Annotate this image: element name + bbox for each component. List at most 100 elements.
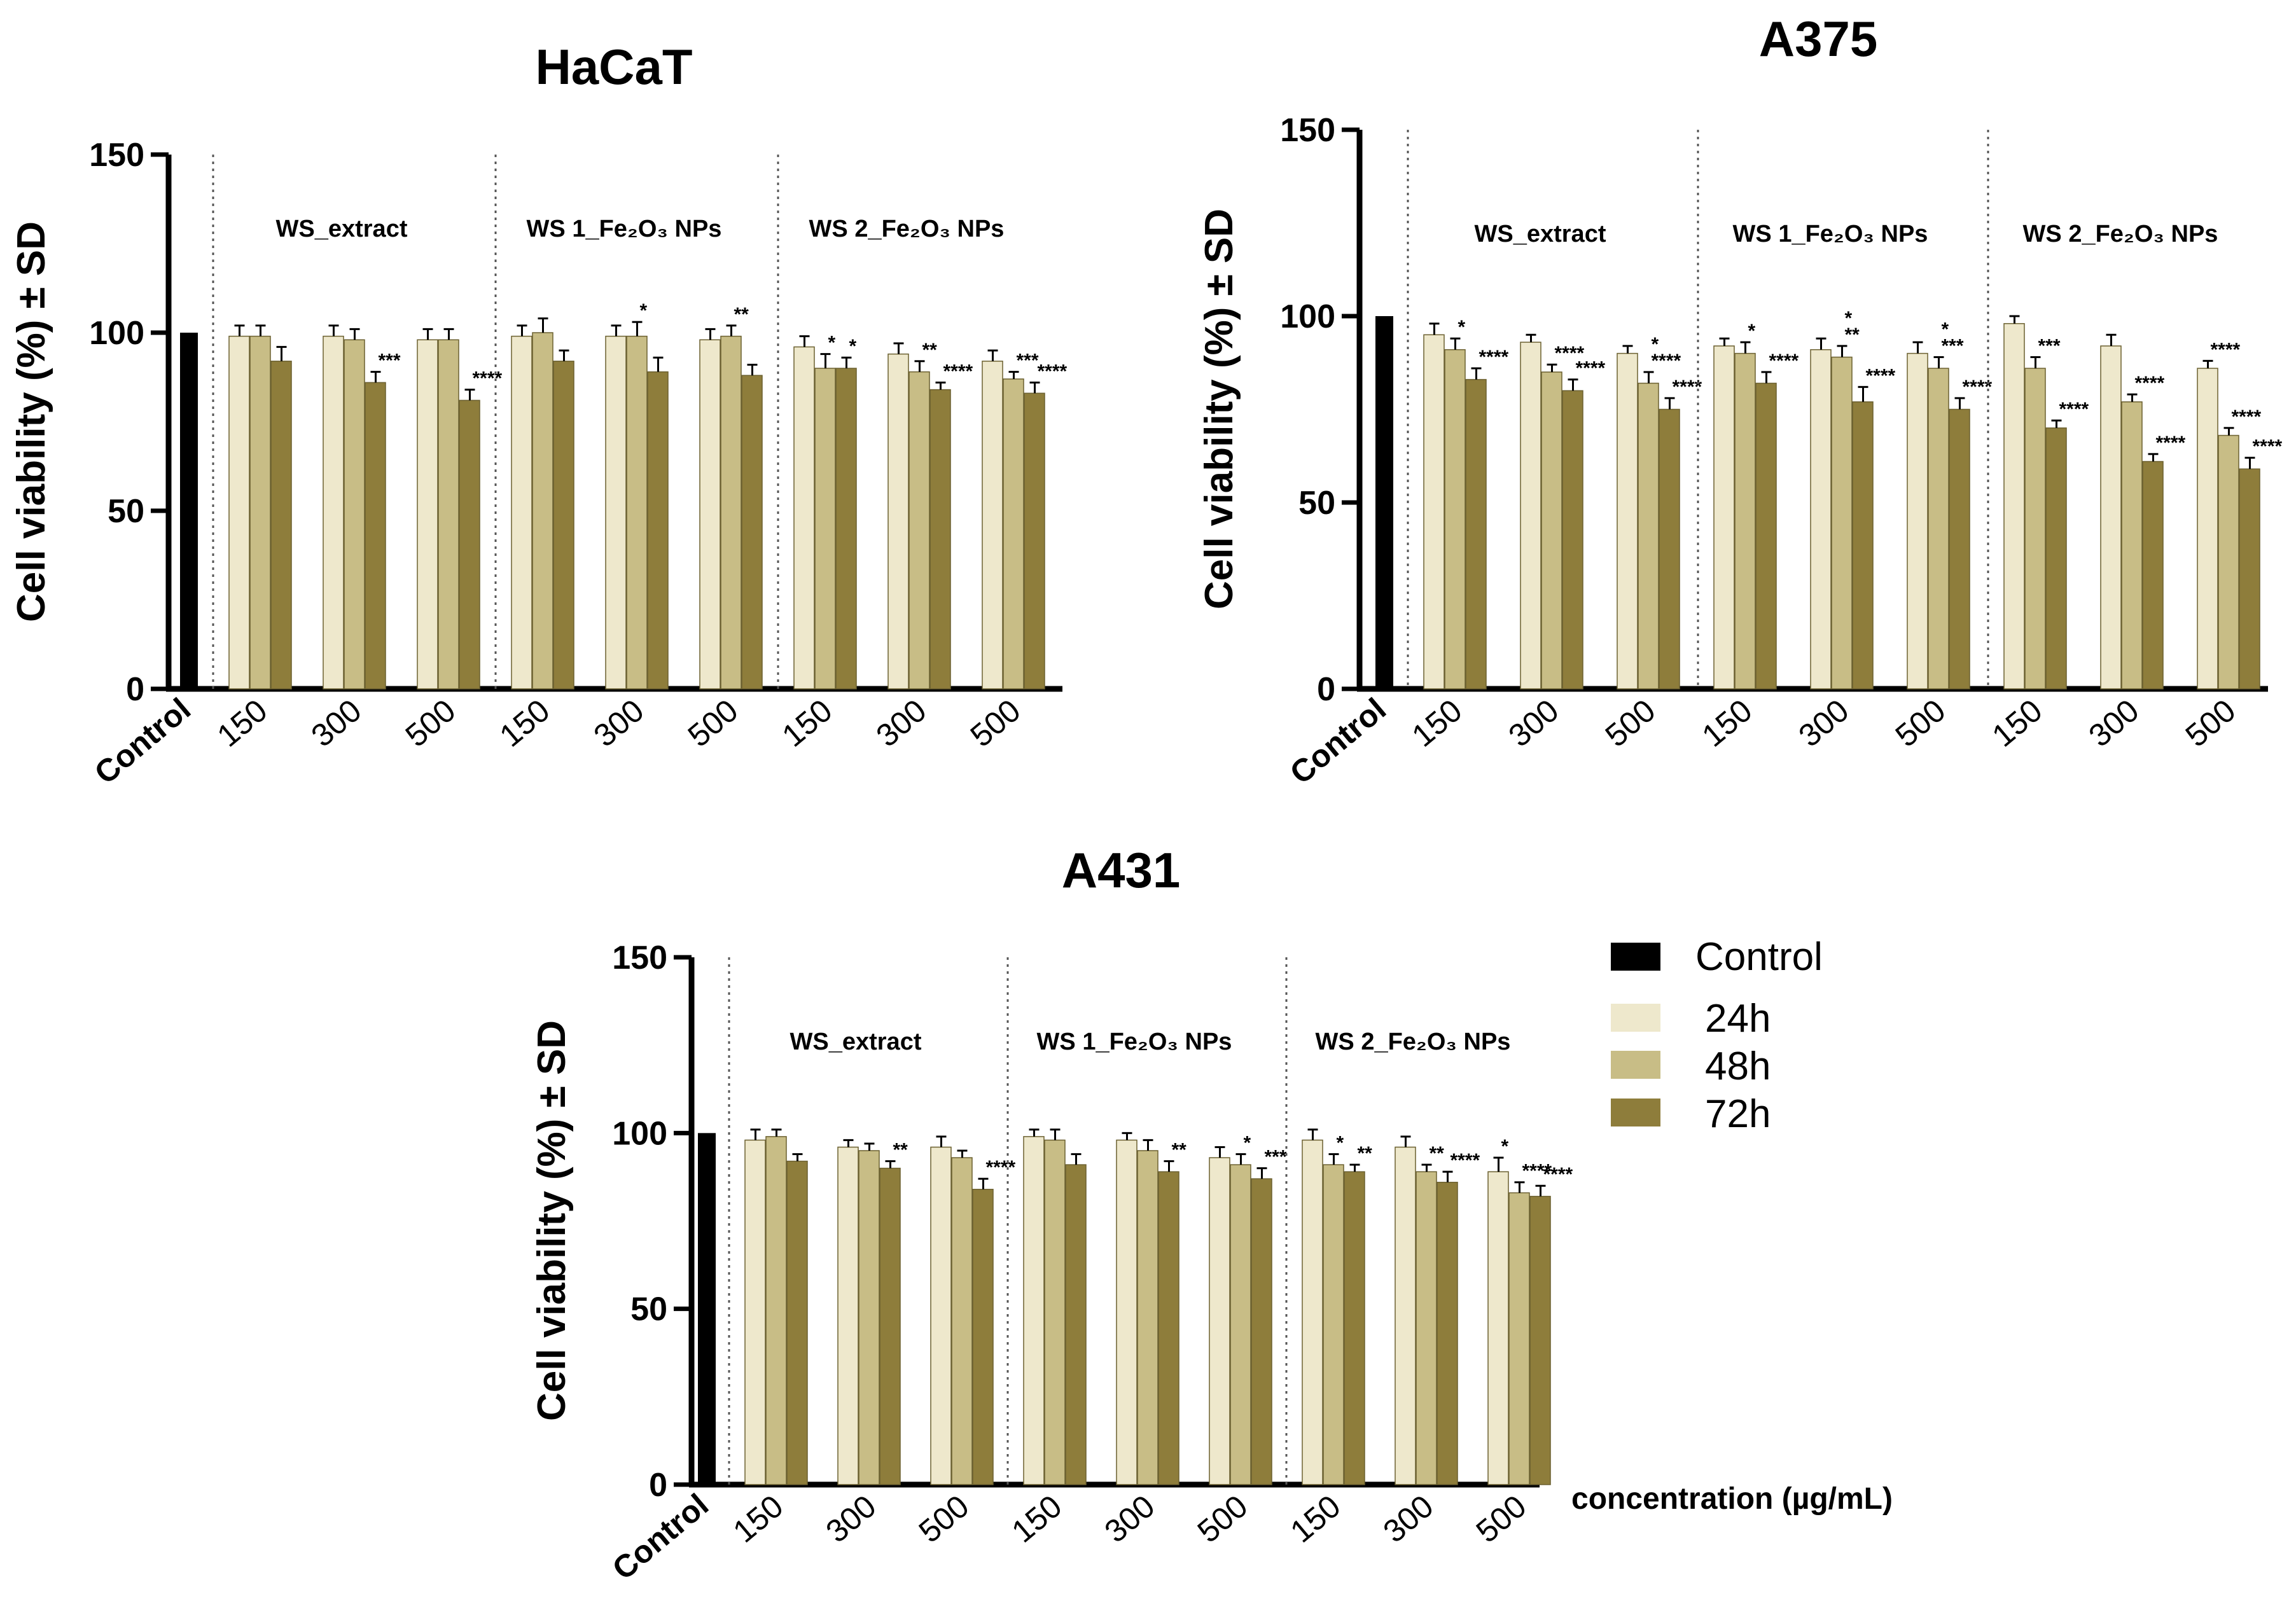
bar-72h [835,368,857,690]
bar-72h [1344,1171,1365,1485]
chart-title: HaCaT [535,39,692,95]
bar-48h [2024,368,2046,690]
bar-72h [647,371,669,690]
significance-mark: **** [2135,373,2165,394]
significance-mark: **** [1522,1161,1552,1182]
bar-48h [1003,378,1024,690]
bar-48h [1508,1192,1530,1485]
significance-mark: *** [1942,335,1964,356]
x-tick-label: 500 [1470,1488,1533,1550]
bar-48h [626,335,648,690]
bar-24h [982,361,1003,690]
significance-mark: **** [1543,1164,1573,1185]
x-tick-label: 300 [305,693,368,754]
significance-mark: **** [1866,365,1896,386]
significance-mark: *** [1265,1147,1287,1168]
bar-48h [249,335,271,690]
x-tick-label: 300 [587,693,651,754]
x-tick-label: 150 [211,693,274,754]
significance-mark: ** [1845,324,1860,345]
x-tick-label: 500 [964,693,1027,754]
significance-mark: *** [379,350,401,371]
bar-48h [1831,356,1853,690]
y-tick-label: 0 [1317,671,1335,708]
group-label: WS 2_Fe₂O₃ NPs [1316,1029,1511,1055]
significance-mark: ** [734,304,749,325]
group-label: WS 1_Fe₂O₃ NPs [1037,1029,1232,1055]
significance-mark: * [828,333,836,354]
bar-24h [1423,334,1445,690]
y-tick-label: 150 [1280,112,1335,149]
chart-title: A375 [1759,11,1877,67]
bar-24h [1395,1146,1416,1485]
bar-24h [930,1146,952,1485]
bar-48h [1416,1171,1437,1485]
bar-72h [1755,382,1777,690]
bar-24h [1907,352,1928,690]
bar-48h [1137,1150,1158,1485]
bar-72h [1949,408,1970,690]
significance-mark: **** [2253,436,2283,457]
x-tick-label-control: Control [1283,691,1393,791]
bar-72h [1437,1181,1458,1485]
x-tick-label: 300 [1792,693,1856,754]
significance-mark: * [1652,334,1659,355]
bar-72h [1024,392,1045,690]
bar-24h [2100,345,2122,690]
bar-72h [2045,427,2067,690]
y-axis-label: Cell viability (%) ± SD [1197,209,1241,609]
bar-72h [2142,461,2164,690]
significance-mark: **** [473,368,503,389]
bar-72h [879,1167,901,1485]
x-tick-label: 150 [1284,1488,1347,1550]
bar-72h [2239,468,2260,690]
significance-mark: * [1748,321,1756,342]
significance-mark: ** [1172,1140,1187,1161]
legend-swatch-72h [1611,1099,1660,1126]
significance-mark: **** [2211,339,2241,360]
bar-24h [837,1146,859,1485]
y-tick-label: 0 [649,1467,667,1504]
y-axis-label: Cell viability (%) ± SD [530,1020,574,1421]
bar-48h [858,1150,880,1485]
bar-48h [2121,401,2143,690]
bar-24h [228,335,250,690]
x-tick-label: 150 [493,693,557,754]
bar-72h [972,1189,994,1485]
significance-mark: **** [1576,358,1606,379]
y-tick-label: 150 [612,939,667,976]
bar-control [180,333,198,689]
bar-24h [1713,345,1735,690]
significance-mark: **** [2232,406,2262,427]
significance-mark: **** [1451,1150,1480,1171]
significance-mark: ** [1430,1143,1445,1164]
bar-72h [1659,408,1680,690]
legend-label-72h: 72h [1705,1092,1771,1136]
x-tick-label: 300 [870,693,933,754]
significance-mark: **** [1963,377,1993,398]
bar-72h [1065,1164,1087,1485]
x-tick-label: 300 [819,1488,883,1550]
bar-24h [1116,1139,1138,1485]
bar-72h [786,1160,808,1485]
bar-48h [1044,1139,1066,1485]
x-tick-label: 500 [2179,693,2243,754]
x-tick-label: 500 [1889,693,1952,754]
significance-mark: * [640,300,648,321]
significance-mark: * [1501,1136,1509,1157]
bar-72h [1465,378,1487,690]
bar-72h [1251,1178,1272,1485]
bar-48h [1734,352,1756,690]
bar-48h [438,339,459,690]
bar-48h [1541,371,1562,690]
bar-24h [417,339,438,690]
significance-mark: *** [2038,335,2061,356]
bar-48h [1230,1164,1251,1485]
significance-mark: **** [986,1157,1016,1178]
legend-swatch-48h [1611,1051,1660,1079]
bar-24h [793,346,815,690]
bar-48h [720,335,742,690]
